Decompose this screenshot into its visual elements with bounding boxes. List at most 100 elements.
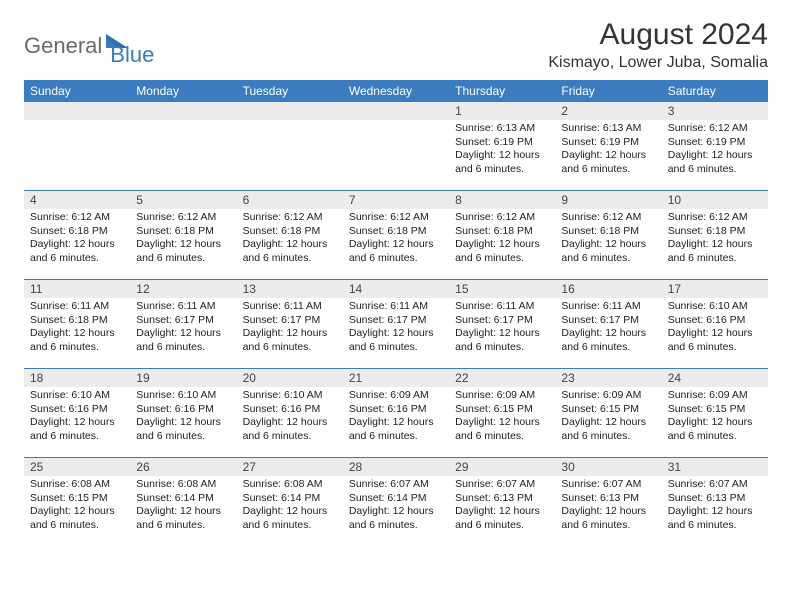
sunset-text: Sunset: 6:19 PM bbox=[561, 136, 655, 150]
daylight-text: Daylight: 12 hours and 6 minutes. bbox=[136, 416, 230, 443]
day-cell bbox=[343, 102, 449, 190]
daylight-text: Daylight: 12 hours and 6 minutes. bbox=[136, 505, 230, 532]
day-details: Sunrise: 6:12 AMSunset: 6:18 PMDaylight:… bbox=[237, 209, 343, 270]
day-cell: 12Sunrise: 6:11 AMSunset: 6:17 PMDayligh… bbox=[130, 280, 236, 368]
day-cell: 2Sunrise: 6:13 AMSunset: 6:19 PMDaylight… bbox=[555, 102, 661, 190]
sunrise-text: Sunrise: 6:11 AM bbox=[243, 300, 337, 314]
day-number bbox=[343, 102, 449, 120]
sunrise-text: Sunrise: 6:10 AM bbox=[30, 389, 124, 403]
day-cell: 29Sunrise: 6:07 AMSunset: 6:13 PMDayligh… bbox=[449, 458, 555, 546]
sunrise-text: Sunrise: 6:10 AM bbox=[136, 389, 230, 403]
day-cell: 16Sunrise: 6:11 AMSunset: 6:17 PMDayligh… bbox=[555, 280, 661, 368]
sunset-text: Sunset: 6:18 PM bbox=[668, 225, 762, 239]
weekday-header: Sunday bbox=[24, 80, 130, 102]
week-row: 4Sunrise: 6:12 AMSunset: 6:18 PMDaylight… bbox=[24, 190, 768, 279]
daylight-text: Daylight: 12 hours and 6 minutes. bbox=[455, 505, 549, 532]
sunrise-text: Sunrise: 6:11 AM bbox=[30, 300, 124, 314]
day-cell: 4Sunrise: 6:12 AMSunset: 6:18 PMDaylight… bbox=[24, 191, 130, 279]
daylight-text: Daylight: 12 hours and 6 minutes. bbox=[243, 505, 337, 532]
daylight-text: Daylight: 12 hours and 6 minutes. bbox=[668, 416, 762, 443]
sunrise-text: Sunrise: 6:10 AM bbox=[668, 300, 762, 314]
weekday-header: Saturday bbox=[662, 80, 768, 102]
sunset-text: Sunset: 6:18 PM bbox=[349, 225, 443, 239]
weekday-header: Wednesday bbox=[343, 80, 449, 102]
day-number: 1 bbox=[449, 102, 555, 120]
day-cell: 22Sunrise: 6:09 AMSunset: 6:15 PMDayligh… bbox=[449, 369, 555, 457]
daylight-text: Daylight: 12 hours and 6 minutes. bbox=[668, 238, 762, 265]
day-details: Sunrise: 6:08 AMSunset: 6:15 PMDaylight:… bbox=[24, 476, 130, 537]
day-details: Sunrise: 6:12 AMSunset: 6:18 PMDaylight:… bbox=[343, 209, 449, 270]
day-details: Sunrise: 6:11 AMSunset: 6:17 PMDaylight:… bbox=[237, 298, 343, 359]
sunset-text: Sunset: 6:18 PM bbox=[455, 225, 549, 239]
sunset-text: Sunset: 6:14 PM bbox=[349, 492, 443, 506]
day-cell: 25Sunrise: 6:08 AMSunset: 6:15 PMDayligh… bbox=[24, 458, 130, 546]
day-cell bbox=[237, 102, 343, 190]
daylight-text: Daylight: 12 hours and 6 minutes. bbox=[136, 238, 230, 265]
logo-text-general: General bbox=[24, 33, 102, 59]
weekday-header: Monday bbox=[130, 80, 236, 102]
daylight-text: Daylight: 12 hours and 6 minutes. bbox=[30, 505, 124, 532]
month-title: August 2024 bbox=[548, 18, 768, 52]
day-cell: 9Sunrise: 6:12 AMSunset: 6:18 PMDaylight… bbox=[555, 191, 661, 279]
day-number: 19 bbox=[130, 369, 236, 387]
sunset-text: Sunset: 6:18 PM bbox=[136, 225, 230, 239]
daylight-text: Daylight: 12 hours and 6 minutes. bbox=[30, 238, 124, 265]
daylight-text: Daylight: 12 hours and 6 minutes. bbox=[668, 149, 762, 176]
daylight-text: Daylight: 12 hours and 6 minutes. bbox=[561, 505, 655, 532]
sunset-text: Sunset: 6:14 PM bbox=[243, 492, 337, 506]
day-details: Sunrise: 6:12 AMSunset: 6:18 PMDaylight:… bbox=[24, 209, 130, 270]
day-number: 7 bbox=[343, 191, 449, 209]
day-number bbox=[237, 102, 343, 120]
day-number: 14 bbox=[343, 280, 449, 298]
daylight-text: Daylight: 12 hours and 6 minutes. bbox=[561, 238, 655, 265]
sunrise-text: Sunrise: 6:08 AM bbox=[30, 478, 124, 492]
sunrise-text: Sunrise: 6:11 AM bbox=[349, 300, 443, 314]
day-cell: 23Sunrise: 6:09 AMSunset: 6:15 PMDayligh… bbox=[555, 369, 661, 457]
day-details: Sunrise: 6:08 AMSunset: 6:14 PMDaylight:… bbox=[130, 476, 236, 537]
daylight-text: Daylight: 12 hours and 6 minutes. bbox=[349, 416, 443, 443]
daylight-text: Daylight: 12 hours and 6 minutes. bbox=[349, 238, 443, 265]
daylight-text: Daylight: 12 hours and 6 minutes. bbox=[561, 327, 655, 354]
sunset-text: Sunset: 6:14 PM bbox=[136, 492, 230, 506]
sunrise-text: Sunrise: 6:11 AM bbox=[561, 300, 655, 314]
weekday-header: Tuesday bbox=[237, 80, 343, 102]
week-row: 11Sunrise: 6:11 AMSunset: 6:18 PMDayligh… bbox=[24, 279, 768, 368]
day-number: 15 bbox=[449, 280, 555, 298]
day-number: 5 bbox=[130, 191, 236, 209]
weekday-header-row: SundayMondayTuesdayWednesdayThursdayFrid… bbox=[24, 80, 768, 102]
sunset-text: Sunset: 6:17 PM bbox=[136, 314, 230, 328]
day-number: 16 bbox=[555, 280, 661, 298]
sunrise-text: Sunrise: 6:07 AM bbox=[455, 478, 549, 492]
sunset-text: Sunset: 6:18 PM bbox=[30, 225, 124, 239]
sunrise-text: Sunrise: 6:07 AM bbox=[349, 478, 443, 492]
weekday-header: Thursday bbox=[449, 80, 555, 102]
sunrise-text: Sunrise: 6:12 AM bbox=[668, 122, 762, 136]
day-number: 17 bbox=[662, 280, 768, 298]
sunset-text: Sunset: 6:16 PM bbox=[243, 403, 337, 417]
day-number: 9 bbox=[555, 191, 661, 209]
day-number: 18 bbox=[24, 369, 130, 387]
day-details: Sunrise: 6:12 AMSunset: 6:18 PMDaylight:… bbox=[662, 209, 768, 270]
daylight-text: Daylight: 12 hours and 6 minutes. bbox=[561, 416, 655, 443]
sunset-text: Sunset: 6:15 PM bbox=[668, 403, 762, 417]
day-number: 13 bbox=[237, 280, 343, 298]
daylight-text: Daylight: 12 hours and 6 minutes. bbox=[668, 505, 762, 532]
sunset-text: Sunset: 6:17 PM bbox=[349, 314, 443, 328]
sunrise-text: Sunrise: 6:10 AM bbox=[243, 389, 337, 403]
week-row: 25Sunrise: 6:08 AMSunset: 6:15 PMDayligh… bbox=[24, 457, 768, 546]
sunset-text: Sunset: 6:13 PM bbox=[668, 492, 762, 506]
day-number: 6 bbox=[237, 191, 343, 209]
sunset-text: Sunset: 6:15 PM bbox=[455, 403, 549, 417]
sunset-text: Sunset: 6:18 PM bbox=[30, 314, 124, 328]
daylight-text: Daylight: 12 hours and 6 minutes. bbox=[136, 327, 230, 354]
day-number: 23 bbox=[555, 369, 661, 387]
sunrise-text: Sunrise: 6:09 AM bbox=[455, 389, 549, 403]
day-cell: 7Sunrise: 6:12 AMSunset: 6:18 PMDaylight… bbox=[343, 191, 449, 279]
day-details: Sunrise: 6:10 AMSunset: 6:16 PMDaylight:… bbox=[130, 387, 236, 448]
day-cell: 14Sunrise: 6:11 AMSunset: 6:17 PMDayligh… bbox=[343, 280, 449, 368]
day-number: 20 bbox=[237, 369, 343, 387]
sunset-text: Sunset: 6:15 PM bbox=[561, 403, 655, 417]
day-cell: 3Sunrise: 6:12 AMSunset: 6:19 PMDaylight… bbox=[662, 102, 768, 190]
day-details: Sunrise: 6:11 AMSunset: 6:17 PMDaylight:… bbox=[343, 298, 449, 359]
day-details: Sunrise: 6:11 AMSunset: 6:18 PMDaylight:… bbox=[24, 298, 130, 359]
